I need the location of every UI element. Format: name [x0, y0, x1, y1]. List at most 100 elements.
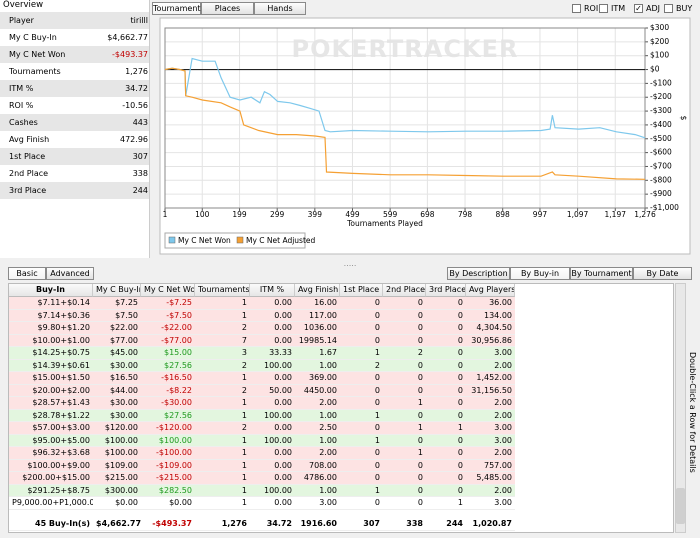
view-tab[interactable]: Tournament: [152, 2, 201, 15]
table-cell: $77.00: [110, 335, 138, 345]
view-tab[interactable]: Places: [201, 2, 254, 15]
column-header[interactable]: Avg Finish: [295, 284, 340, 297]
sort-tab[interactable]: By Date: [633, 267, 692, 280]
overview-label: Avg Finish: [9, 135, 50, 144]
sort-tab[interactable]: By Description: [447, 267, 510, 280]
table-row[interactable]: [9, 459, 515, 472]
column-header[interactable]: My C Net Won: [141, 284, 195, 297]
table-cell: 2.00: [494, 448, 512, 457]
y-tick-label: -$100: [650, 78, 672, 87]
column-header[interactable]: My C Buy-In: [93, 284, 141, 297]
table-row[interactable]: [9, 497, 515, 510]
table-cell: 1916.60: [300, 519, 337, 528]
table-row[interactable]: [9, 422, 515, 435]
y-tick-label: -$1,000: [650, 203, 679, 212]
table-cell: 0.00: [274, 498, 292, 507]
overview-value: -$493.37: [112, 50, 148, 59]
table-cell: -$100.00: [156, 448, 192, 457]
table-cell: 244: [446, 519, 463, 528]
checkbox-label[interactable]: ITM: [611, 4, 626, 13]
column-header[interactable]: 2nd Place: [383, 284, 426, 297]
mode-tab[interactable]: Advanced: [46, 267, 94, 280]
y-tick-label: -$700: [650, 161, 672, 170]
table-cell: 0.00: [274, 473, 292, 482]
table-row[interactable]: [9, 359, 515, 372]
splitter[interactable]: .....: [343, 259, 357, 268]
table-cell: $282.50: [158, 485, 192, 495]
table-cell: 0: [374, 423, 380, 432]
overview-label: Tournaments: [9, 67, 61, 76]
table-cell: $96.32+$3.68: [32, 448, 90, 457]
legend-label: My C Net Adjusted: [246, 236, 316, 245]
table-cell: 0: [417, 435, 423, 445]
table-cell: 708.00: [309, 460, 337, 470]
table-cell: $45.00: [110, 348, 138, 357]
checkbox-label[interactable]: ADJ: [646, 4, 660, 13]
table-row[interactable]: [9, 518, 515, 531]
table-row[interactable]: [9, 334, 515, 347]
view-tab[interactable]: Hands: [254, 2, 306, 15]
table-row[interactable]: [9, 309, 515, 322]
table-row[interactable]: [9, 384, 515, 397]
overview-value: 443: [132, 118, 148, 127]
checkbox[interactable]: [664, 4, 673, 13]
table-cell: 134.00: [484, 310, 512, 320]
checkbox[interactable]: [572, 4, 581, 13]
table-cell: 3.00: [494, 498, 512, 507]
table-cell: 0.00: [274, 423, 292, 432]
table-row[interactable]: [9, 434, 515, 447]
column-header[interactable]: 1st Place: [340, 284, 383, 297]
table-cell: 0: [374, 448, 380, 457]
table-row[interactable]: [9, 372, 515, 385]
table-row[interactable]: [9, 409, 515, 422]
sort-tab[interactable]: By Tournament: [570, 267, 633, 280]
table-row[interactable]: [9, 397, 515, 410]
checkbox-label[interactable]: BUY: [676, 4, 693, 13]
y-tick-label: -$300: [650, 106, 672, 115]
sort-tab[interactable]: By Buy-in: [510, 267, 570, 280]
mode-tab[interactable]: Basic: [8, 267, 46, 280]
table-row[interactable]: [9, 472, 515, 485]
overview-row: [0, 97, 149, 114]
column-header[interactable]: ITM %: [250, 284, 295, 297]
overview-row: [0, 182, 149, 199]
checkbox-label[interactable]: ROI: [584, 4, 599, 13]
column-header[interactable]: Avg Players: [466, 284, 515, 297]
table-cell: 7: [241, 335, 247, 345]
scrollbar[interactable]: [675, 283, 686, 533]
x-tick-label: 997: [533, 210, 548, 219]
table-cell: 0: [457, 473, 463, 482]
plot-border: [164, 27, 646, 209]
table-cell: -$7.50: [166, 310, 192, 320]
table-row[interactable]: [9, 347, 515, 360]
table-row[interactable]: [9, 447, 515, 460]
overview-label: My C Buy-In: [9, 33, 57, 42]
table-cell: $28.57+$1.43: [32, 398, 90, 407]
table-row[interactable]: [9, 484, 515, 497]
table-cell: $57.00+$3.00: [32, 423, 90, 432]
table-cell: 0.00: [274, 323, 292, 332]
table-row[interactable]: [9, 297, 515, 310]
table-cell: 369.00: [309, 373, 337, 382]
column-header[interactable]: Tournaments: [195, 284, 250, 297]
table-cell: 1: [374, 410, 380, 420]
table-cell: 5,485.00: [476, 473, 512, 482]
column-header[interactable]: 3rd Place: [426, 284, 466, 297]
table-cell: 1: [241, 373, 247, 382]
table-row[interactable]: [9, 322, 515, 335]
checkbox[interactable]: ✓: [634, 4, 643, 13]
table-cell: 0: [417, 460, 423, 470]
table-cell: 0: [417, 323, 423, 332]
table-cell: $100.00+$9.00: [27, 460, 90, 470]
overview-row: [0, 46, 149, 63]
table-cell: $30.00: [110, 410, 138, 420]
overview-row: [0, 12, 149, 29]
table-cell: 1.00: [319, 485, 337, 495]
checkbox[interactable]: [599, 4, 608, 13]
scroll-thumb[interactable]: [676, 488, 685, 524]
table-cell: 0: [417, 360, 423, 370]
column-header[interactable]: Buy-In: [9, 284, 93, 297]
table-cell: 2.00: [319, 398, 337, 407]
table-cell: 0: [417, 498, 423, 507]
table-cell: 1: [417, 448, 423, 457]
